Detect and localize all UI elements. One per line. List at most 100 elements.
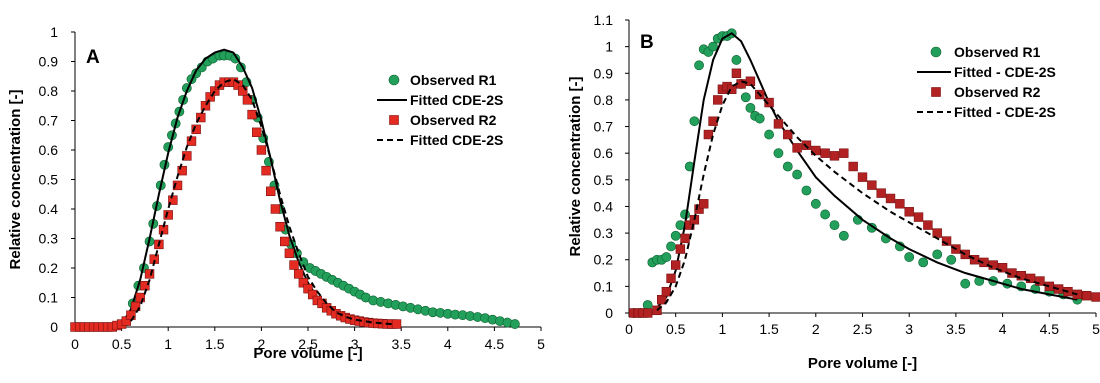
data-point [652,305,662,316]
series-3 [130,78,392,326]
data-point [675,244,686,254]
legend: Observed R1 Fitted CDE-2S Observed R2 Fitte… [377,72,503,148]
data-point [764,97,774,108]
data-point [792,169,803,180]
y-tick-label: 0.9 [39,54,59,70]
x-tick-label: 5 [537,336,545,352]
x-tick-label: 5 [1092,321,1100,337]
x-axis-title: Pore volume [-] [253,345,362,362]
data-point [642,308,653,318]
data-point [252,127,262,138]
x-tick-label: 3 [905,321,913,337]
data-point [727,84,737,94]
data-point [923,220,933,230]
y-tick-label: 0.2 [594,252,614,268]
data-point [810,198,821,209]
data-point [186,136,197,146]
data-point [773,119,784,129]
data-point [703,129,714,140]
chart-panel-a: 0 0.5 1 1.5 2 2.5 3 3.5 4 4.5 5 0 0.1 0.2 0.3 0.4 0.5 0.6… [7,24,545,362]
data-point [946,254,957,265]
data-point [172,180,183,191]
data-point [182,151,192,161]
x-tick-label: 4.5 [1040,321,1060,337]
data-point [256,145,267,155]
y-tick-label: 0.6 [39,142,59,158]
data-point [666,273,676,284]
panel-letter: A [86,47,100,68]
y-tick-label: 0.3 [594,225,614,241]
y-tick-label: 0.4 [39,201,59,217]
data-point [642,300,653,310]
y-axis-title: Relative concentration [-] [7,89,24,269]
data-point [694,60,704,71]
data-point [247,109,257,120]
data-point [731,55,742,65]
legend-label: Fitted - CDE-2S [954,104,1056,120]
data-point [960,278,971,289]
data-point [713,95,723,105]
x-tick-label: 1 [719,321,727,337]
y-tick-label: 0.3 [39,231,59,247]
data-point [284,248,295,258]
y-tick-label: 0.4 [594,198,614,214]
data-point [745,76,756,86]
legend-label: Observed R1 [954,44,1041,60]
data-point [801,185,812,196]
data-point [144,269,155,279]
data-point [895,199,905,209]
fitted-curve [656,80,1078,312]
y-tick-label: 0.8 [594,92,614,108]
x-tick-label: 0 [625,321,633,337]
data-point [969,255,980,265]
data-point [820,148,830,158]
y-tick-label: 0.1 [39,290,59,306]
data-point [857,172,868,182]
data-point [792,143,802,153]
x-tick-label: 3.5 [946,321,966,337]
x-tick-label: 4.5 [485,336,505,352]
data-point [163,210,173,220]
data-point [261,165,271,176]
x-tick-label: 1.5 [759,321,779,337]
legend-label: Fitted CDE-2S [410,132,503,148]
chart-panel-b: 0 0.5 1 1.5 2 2.5 3 3.5 4 4.5 5 0 0.1 0.2 0.3 0.4 0.5 0.6… [567,12,1100,372]
data-point [1025,273,1036,284]
y-tick-label: 0.8 [39,83,59,99]
y-tick-label: 0 [605,305,613,321]
legend-label: Fitted - CDE-2S [954,64,1056,80]
data-point [661,286,672,297]
data-point [829,220,840,230]
data-point [764,129,774,140]
data-point [740,92,751,103]
data-point [670,230,681,241]
data-point [876,188,886,198]
data-point [848,161,858,172]
y-axis-title: Relative concentration [-] [567,76,584,256]
data-point [510,319,520,329]
data-point [266,186,276,196]
y-tick-label: 0.2 [39,260,59,276]
data-point [135,292,145,303]
legend: Observed R1 Fitted - CDE-2S Observed R2 Fit… [917,44,1056,120]
y-tick-label: 1.1 [594,12,614,28]
data-point [1091,292,1100,302]
data-point [941,236,952,246]
y-tick-label: 1 [605,39,613,55]
data-point [1035,276,1045,286]
data-point [708,41,718,52]
data-point [238,86,248,96]
data-point [270,204,281,214]
data-point [997,263,1008,273]
data-point [904,252,915,262]
data-point [782,161,793,172]
panel-letter: B [640,32,654,53]
data-point [885,193,896,204]
x-tick-label: 2 [812,321,820,337]
y-tick-label: 0.7 [39,113,59,129]
data-point [960,249,970,260]
data-point [904,207,914,217]
series-3 [656,80,1078,312]
data-point [680,209,690,220]
data-point [391,319,402,329]
